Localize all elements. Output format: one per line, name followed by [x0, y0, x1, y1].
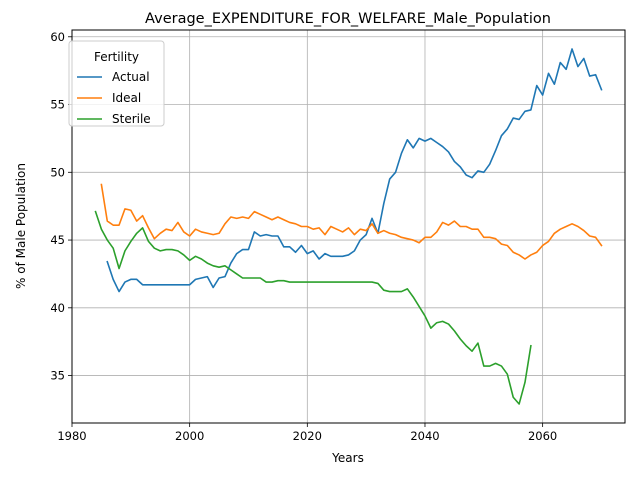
x-tick-label: 2000 — [175, 429, 204, 443]
y-tick-label: 60 — [50, 30, 65, 44]
x-axis-ticks: 1980 2000 2020 2040 2060 — [57, 423, 557, 443]
series-line-actual — [106, 48, 603, 293]
y-axis-ticks: 35 40 45 50 55 60 — [50, 30, 72, 383]
series-lines — [94, 48, 603, 405]
x-tick-label: 2040 — [410, 429, 439, 443]
legend-label-actual: Actual — [112, 70, 150, 84]
legend-box — [68, 40, 165, 127]
x-axis-label: Years — [331, 451, 364, 465]
legend-label-ideal: Ideal — [112, 91, 141, 105]
chart-title: Average_EXPENDITURE_FOR_WELFARE_Male_Pop… — [145, 11, 551, 27]
y-tick-label: 55 — [50, 98, 65, 112]
plot-frame — [71, 29, 626, 424]
series-line-ideal — [100, 183, 603, 260]
y-tick-label: 40 — [50, 301, 65, 315]
legend-title: Fertility — [94, 50, 139, 64]
y-tick-label: 35 — [50, 369, 65, 383]
legend-label-sterile: Sterile — [112, 112, 151, 126]
x-tick-label: 1980 — [57, 429, 86, 443]
legend: Fertility Actual Ideal Sterile — [68, 40, 165, 127]
y-axis-label: % of Male Population — [14, 163, 28, 289]
y-tick-label: 50 — [50, 165, 65, 179]
legend-items: Actual Ideal Sterile — [77, 70, 151, 126]
y-tick-label: 45 — [50, 233, 65, 247]
x-tick-label: 2060 — [528, 429, 557, 443]
series-line-sterile — [94, 210, 532, 405]
x-tick-label: 2020 — [293, 429, 322, 443]
